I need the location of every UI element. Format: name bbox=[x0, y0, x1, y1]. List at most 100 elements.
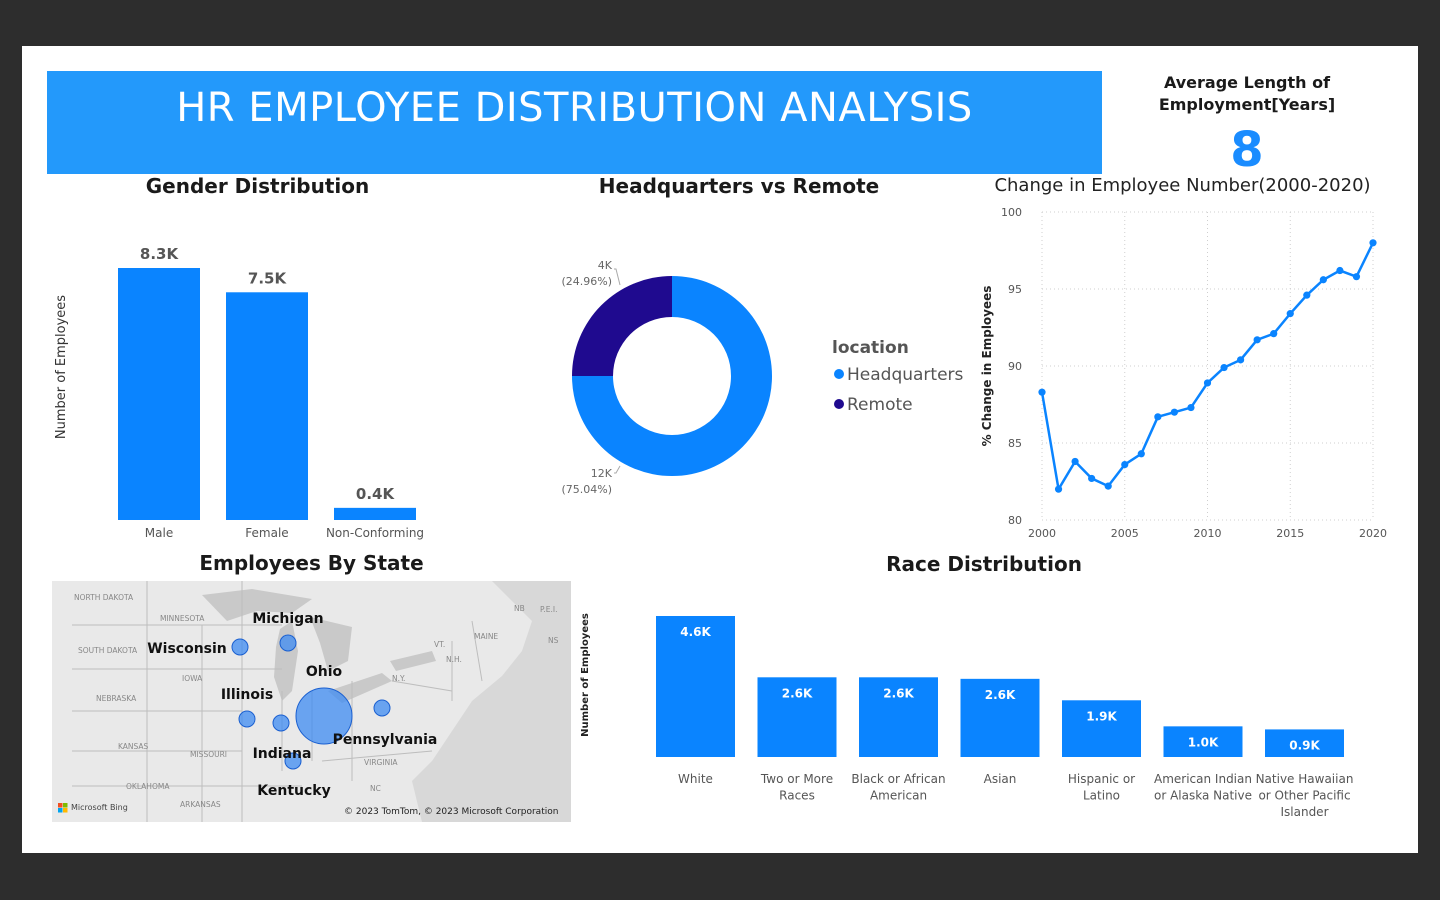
gender-bar[interactable] bbox=[118, 268, 200, 520]
state-label: Pennsylvania bbox=[333, 732, 438, 748]
line-point[interactable] bbox=[1104, 482, 1112, 490]
race-category-label: American Indian bbox=[1154, 772, 1252, 786]
atlantic-ocean bbox=[412, 581, 571, 822]
line-point[interactable] bbox=[1054, 485, 1063, 493]
state-label: Michigan bbox=[252, 611, 323, 627]
line-point[interactable] bbox=[1270, 330, 1278, 338]
line-point[interactable] bbox=[1121, 460, 1129, 469]
race-category-label: Latino bbox=[1083, 789, 1120, 803]
line-y-tick: 90 bbox=[1008, 360, 1022, 373]
line-point[interactable] bbox=[1187, 403, 1195, 412]
state-label: Wisconsin bbox=[147, 641, 227, 657]
state-bubble[interactable] bbox=[279, 634, 297, 652]
race-bar[interactable] bbox=[757, 677, 837, 757]
lake-michigan bbox=[274, 621, 298, 701]
basemap-label: VIRGINIA bbox=[364, 758, 398, 767]
donut-slice[interactable] bbox=[572, 276, 672, 376]
gender-bar-chart[interactable]: Number of Employees 8.3K Male 7.5K Female 0.4… bbox=[47, 205, 447, 550]
line-point[interactable] bbox=[1319, 276, 1327, 284]
race-bar-chart[interactable]: Number of Employees 4.6K White 2.6K Two or M… bbox=[575, 585, 1390, 835]
race-category-label: Two or More bbox=[760, 772, 833, 786]
location-donut-chart[interactable]: 12K (75.04%) 4K (24.96%) location Headquarter… bbox=[540, 205, 970, 535]
state-label: Indiana bbox=[253, 746, 312, 762]
lake-superior bbox=[202, 589, 312, 621]
line-point[interactable] bbox=[1203, 379, 1212, 387]
race-bar[interactable] bbox=[1062, 700, 1141, 757]
line-point[interactable] bbox=[1038, 388, 1046, 396]
state-bubble[interactable] bbox=[231, 638, 249, 656]
race-data-label: 2.6K bbox=[782, 686, 813, 700]
location-chart-title: Headquarters vs Remote bbox=[598, 174, 880, 198]
race-bar[interactable] bbox=[859, 677, 938, 757]
basemap-label: NS bbox=[548, 636, 559, 645]
race-data-label: 1.9K bbox=[1086, 709, 1117, 723]
donut-leader-line bbox=[614, 465, 621, 474]
line-point[interactable] bbox=[1352, 273, 1361, 281]
race-category-label: Islander bbox=[1280, 805, 1328, 819]
state-bubble[interactable] bbox=[272, 714, 290, 732]
race-bar[interactable] bbox=[1265, 729, 1344, 757]
donut-label-value: 4K bbox=[598, 259, 613, 272]
race-category-label: or Alaska Native bbox=[1154, 789, 1252, 803]
gender-bar[interactable] bbox=[226, 292, 308, 520]
gender-chart-title: Gender Distribution bbox=[145, 174, 370, 198]
race-category-label: Asian bbox=[984, 772, 1017, 786]
line-point[interactable] bbox=[1369, 239, 1377, 247]
line-point[interactable] bbox=[1303, 291, 1311, 299]
basemap-label: NORTH DAKOTA bbox=[74, 593, 134, 602]
bing-logo-icon bbox=[63, 808, 68, 813]
race-category-label: American bbox=[870, 789, 927, 803]
bing-logo-icon bbox=[63, 803, 68, 808]
race-data-label: 1.0K bbox=[1188, 735, 1219, 749]
line-point[interactable] bbox=[1286, 310, 1294, 318]
lake-erie bbox=[328, 673, 392, 703]
line-point[interactable] bbox=[1170, 408, 1178, 416]
line-point[interactable] bbox=[1071, 457, 1079, 466]
employees-by-state-map[interactable]: NORTH DAKOTA MINNESOTA SOUTH DAKOTA IOWA NEB… bbox=[52, 581, 571, 822]
gender-data-label: 0.4K bbox=[356, 485, 396, 503]
legend-item[interactable]: Headquarters bbox=[847, 365, 964, 385]
donut-leader-line bbox=[614, 268, 621, 286]
lake-huron bbox=[310, 617, 352, 671]
map-title: Employees By State bbox=[199, 551, 424, 575]
state-bubble[interactable] bbox=[284, 752, 302, 770]
line-y-tick: 95 bbox=[1008, 283, 1022, 296]
donut-slice[interactable] bbox=[572, 276, 772, 476]
legend-item[interactable]: Remote bbox=[847, 395, 913, 415]
title-banner: HR EMPLOYEE DISTRIBUTION ANALYSIS bbox=[47, 71, 1102, 174]
race-bar[interactable] bbox=[656, 616, 735, 757]
line-point[interactable] bbox=[1220, 363, 1228, 372]
basemap-label: NC bbox=[370, 784, 381, 793]
line-x-tick: 2000 bbox=[1028, 527, 1056, 540]
race-category-label: Hispanic or bbox=[1068, 772, 1135, 786]
line-point[interactable] bbox=[1137, 450, 1145, 458]
kpi-value: 8 bbox=[1230, 122, 1264, 170]
state-border bbox=[321, 750, 433, 762]
race-data-label: 4.6K bbox=[680, 625, 711, 639]
state-bubble[interactable] bbox=[295, 687, 353, 745]
line-point[interactable] bbox=[1237, 356, 1245, 364]
state-bubble[interactable] bbox=[238, 710, 256, 728]
basemap-label: N.Y. bbox=[392, 674, 405, 683]
gender-bar[interactable] bbox=[334, 507, 416, 520]
line-point[interactable] bbox=[1253, 336, 1261, 344]
line-y-tick: 100 bbox=[1001, 206, 1022, 219]
map-provider: Microsoft Bing bbox=[71, 803, 128, 812]
race-bar[interactable] bbox=[1163, 726, 1243, 757]
gender-category-label: Non-Conforming bbox=[326, 526, 424, 540]
line-point[interactable] bbox=[1088, 474, 1096, 483]
change-line-chart[interactable]: 80 85 90 95 100 2000 2005 2010 2015 2020 % Change … bbox=[975, 200, 1390, 550]
page-title: HR EMPLOYEE DISTRIBUTION ANALYSIS bbox=[176, 85, 973, 131]
basemap-label: VT. bbox=[434, 640, 445, 649]
basemap-label: MAINE bbox=[474, 632, 498, 641]
gender-category-label: Female bbox=[245, 526, 288, 540]
basemap-label: KANSAS bbox=[118, 742, 149, 751]
line-point[interactable] bbox=[1336, 266, 1344, 275]
state-bubble[interactable] bbox=[373, 699, 391, 717]
line-point[interactable] bbox=[1154, 413, 1162, 421]
change-chart-title: Change in Employee Number(2000-2020) bbox=[994, 175, 1371, 196]
basemap-label: NB bbox=[514, 604, 525, 613]
race-bar[interactable] bbox=[960, 678, 1040, 757]
race-data-label: 2.6K bbox=[883, 686, 914, 700]
kpi-label: Average Length of Employment[Years] bbox=[1158, 73, 1336, 114]
